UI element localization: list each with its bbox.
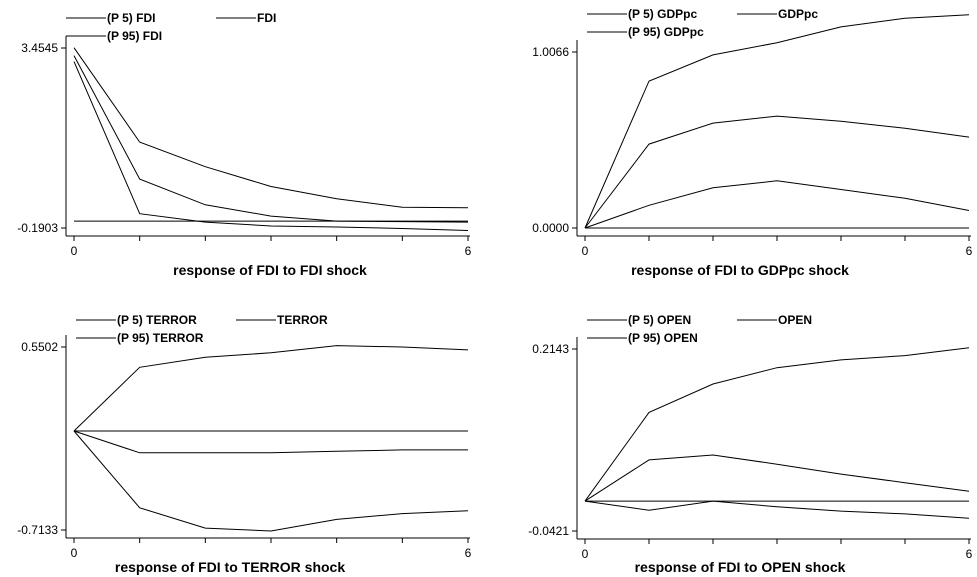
chart-3-x-tick-label: 6 [465,546,472,560]
chart-4-series-line-p-5-open [584,500,970,519]
chart-4-legend-entry: OPEN [778,313,812,327]
chart-2-y-tick-label: 0.0000 [532,221,569,235]
chart-2-x-tick-label: 6 [966,244,973,258]
chart-3-series-line-terror [73,430,468,454]
chart-2-series-line-p-95-gdppc [584,14,970,229]
chart-2-y-tick-label: 1.0066 [532,45,569,59]
chart-2-legend-entry: (P 5) GDPpc [628,7,697,21]
chart-1-x-tick-label: 6 [465,244,472,258]
chart-2-x-tick-label: 0 [582,244,589,258]
chart-3-y-tick-label: 0.5502 [21,340,58,354]
chart-2-series-line-gdppc [584,115,970,229]
chart-1-series-line-p-5-fdi [73,61,469,231]
chart-3-x-tick-label: 0 [71,546,78,560]
chart-3-series-line-p-5-terror [73,430,469,532]
chart-1-y-tick-label: 3.4545 [21,41,58,55]
chart-3-legend-entry: (P 5) TERROR [117,313,197,327]
chart-4-series-line-p-95-open [584,347,970,502]
chart-1-x-tick-label: 0 [71,244,78,258]
chart-1-legend-entry: FDI [257,11,276,25]
chart-4-title: response of FDI to OPEN shock [635,559,846,575]
chart-3-y-tick-label: -0.7133 [17,523,58,537]
chart-3-legend-entry: TERROR [277,313,328,327]
chart-1-series-line-p-95-fdi [73,47,469,209]
chart-2-title: response of FDI to GDPpc shock [631,262,849,278]
chart-4-x-tick-label: 6 [966,547,973,561]
chart-1-series-line-fdi [73,55,469,223]
chart-4-series-line-open [584,454,970,502]
chart-4-legend-entry: (P 5) OPEN [628,313,691,327]
chart-1-legend-entry: (P 5) FDI [107,11,155,25]
chart-4-legend-entry: (P 95) OPEN [628,331,698,345]
chart-4-x-tick-label: 0 [582,547,589,561]
chart-1-title: response of FDI to FDI shock [173,262,367,278]
chart-3-title: response of FDI to TERROR shock [115,559,345,575]
chart-3-legend-entry: (P 95) TERROR [117,331,204,345]
chart-4-y-tick-label: 0.2143 [532,342,569,356]
chart-1-y-tick-label: -0.1903 [17,221,58,235]
chart-2-legend-entry: GDPpc [778,7,818,21]
chart-3-series-line-p-95-terror [73,345,469,432]
chart-2-legend-entry: (P 95) GDPpc [628,25,704,39]
chart-1-legend-entry: (P 95) FDI [107,29,162,43]
chart-2-series-line-p-5-gdppc [584,180,970,229]
chart-4-y-tick-label: -0.0421 [528,524,569,538]
